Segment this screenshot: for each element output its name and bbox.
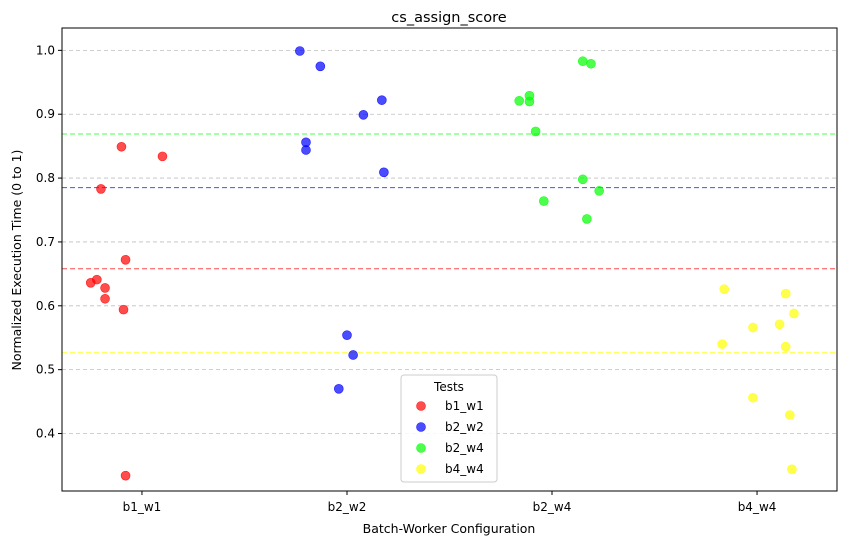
data-point-b4_w4 — [789, 308, 799, 319]
data-point-b4_w4 — [780, 341, 791, 352]
y-tick-label: 0.9 — [36, 107, 55, 121]
data-point-b2_w4 — [530, 126, 541, 137]
data-point-b1_w1 — [96, 184, 106, 194]
data-point-b2_w4 — [582, 214, 592, 224]
data-point-b4_w4 — [774, 319, 785, 330]
legend-box — [400, 374, 498, 483]
legend-label-b1_w1: b1_w1 — [445, 399, 484, 413]
data-point-b2_w4 — [524, 96, 535, 107]
x-tick-label: b2_w2 — [328, 500, 367, 514]
data-point-b2_w2 — [379, 167, 389, 178]
mean-lines — [62, 133, 837, 353]
data-point-b4_w4 — [719, 284, 730, 294]
legend-label-b4_w4: b4_w4 — [445, 462, 484, 476]
data-point-b1_w1 — [100, 293, 110, 304]
data-point-b2_w4 — [514, 96, 525, 106]
x-tick-label: b4_w4 — [738, 500, 777, 514]
data-point-b2_w4 — [539, 196, 549, 206]
data-point-b2_w4 — [577, 174, 588, 185]
data-point-b4_w4 — [787, 464, 797, 475]
legend-label-b2_w4: b2_w4 — [445, 441, 484, 455]
legend-marker-b2_w2 — [416, 422, 426, 432]
gridlines — [62, 49, 837, 434]
data-point-b2_w2 — [333, 384, 344, 394]
y-tick-label: 0.5 — [36, 363, 55, 377]
data-point-b2_w2 — [342, 330, 352, 340]
data-point-b2_w4 — [577, 56, 588, 67]
data-point-b4_w4 — [717, 339, 727, 349]
data-point-b4_w4 — [785, 410, 795, 420]
plot-frame — [61, 27, 838, 492]
x-tick-label: b2_w4 — [533, 500, 572, 514]
y-tick-label: 0.4 — [36, 427, 55, 441]
legend-marker-b4_w4 — [416, 464, 426, 474]
data-point-b2_w2 — [348, 350, 358, 360]
y-tick-label: 0.7 — [36, 235, 55, 249]
y-axis: 0.4 0.5 0.6 0.7 0.8 0.9 1.0 — [36, 43, 62, 441]
data-point-b1_w1 — [118, 304, 129, 315]
y-tick-label: 0.6 — [36, 299, 55, 313]
x-tick-label: b1_w1 — [123, 500, 162, 514]
data-point-b1_w1 — [157, 151, 168, 162]
legend: Tests b1_w1 b2_w2 b2_w4 b4_w4 — [400, 374, 498, 483]
legend-marker-b2_w4 — [416, 443, 426, 453]
data-point-b4_w4 — [748, 392, 758, 403]
data-point-b2_w4 — [586, 58, 596, 69]
data-point-b4_w4 — [748, 322, 758, 333]
data-point-b4_w4 — [780, 288, 791, 299]
chart-title: cs_assign_score — [391, 10, 506, 26]
y-tick-label: 0.8 — [36, 171, 55, 185]
legend-label-b2_w2: b2_w2 — [445, 420, 484, 434]
x-axis: b1_w1 b2_w2 b2_w4 b4_w4 — [123, 491, 777, 514]
y-tick-label: 1.0 — [36, 43, 55, 57]
data-point-b1_w1 — [120, 470, 131, 481]
data-point-b1_w1 — [100, 283, 110, 293]
data-point-b2_w2 — [315, 61, 326, 72]
data-point-b2_w2 — [295, 46, 305, 56]
data-point-b2_w2 — [358, 110, 369, 120]
data-point-b2_w4 — [594, 186, 604, 196]
data-points — [85, 46, 799, 481]
legend-marker-b1_w1 — [416, 401, 426, 411]
x-axis-label: Batch-Worker Configuration — [363, 521, 536, 536]
legend-title: Tests — [433, 380, 464, 394]
y-axis-label: Normalized Execution Time (0 to 1) — [9, 150, 24, 371]
data-point-b1_w1 — [116, 141, 127, 152]
data-point-b2_w2 — [377, 95, 387, 105]
data-point-b1_w1 — [92, 274, 102, 285]
data-point-b2_w2 — [301, 145, 311, 155]
data-point-b1_w1 — [120, 255, 131, 265]
